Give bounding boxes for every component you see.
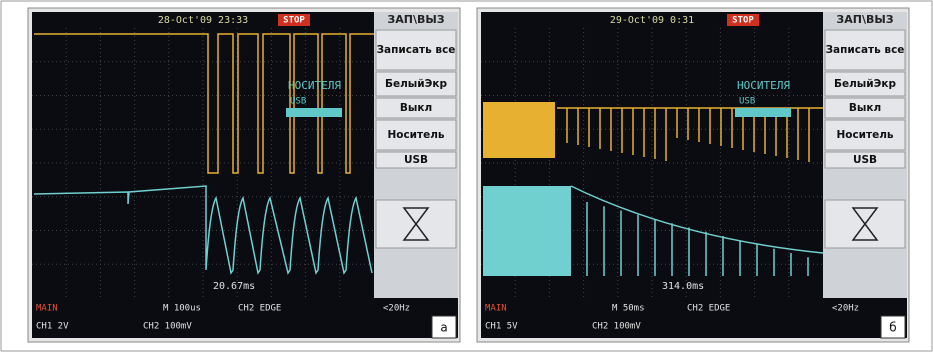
- header-date: 28-Oct'09 23:33: [158, 15, 248, 26]
- menu-title: ЗАП\ВЫЗ: [387, 13, 444, 26]
- overlay-sub: USB: [739, 97, 755, 107]
- footer-trigger: CH2 EDGE: [687, 304, 730, 314]
- header-status: STOP: [283, 16, 305, 26]
- progress-bar: [286, 108, 342, 117]
- panel-tag: б: [889, 321, 896, 335]
- wave-block: [483, 102, 555, 158]
- menu-item-label: БелыйЭкр: [385, 78, 447, 90]
- footer-ch2: CH2 100mV: [143, 322, 192, 332]
- cursor-readout: 20.67ms: [213, 281, 255, 292]
- menu-item-label: USB: [853, 154, 877, 166]
- menu-title: ЗАП\ВЫЗ: [836, 13, 893, 26]
- footer-ch1: CH1 5V: [485, 322, 518, 332]
- wave-block: [483, 186, 571, 276]
- menu-item-label: Носитель: [836, 129, 893, 141]
- scope-panel: 28-Oct'09 23:33 STOP НОСИТЕЛЯ USB 20.67ms ЗАП…: [28, 8, 460, 342]
- footer-timebase: M 50ms: [612, 304, 645, 314]
- panel-tag: а: [440, 321, 447, 335]
- footer-ch2: CH2 100mV: [592, 322, 641, 332]
- cursor-readout: 314.0ms: [662, 281, 704, 292]
- footer-mode: MAIN: [485, 304, 507, 314]
- footer-freq: <20Hz: [383, 304, 410, 314]
- overlay-label: НОСИТЕЛЯ: [288, 79, 341, 92]
- menu-item-label: БелыйЭкр: [834, 78, 896, 90]
- footer-mode: MAIN: [36, 304, 58, 314]
- menu-item-label: Выкл: [849, 102, 881, 114]
- menu-item-label: Записать все: [826, 44, 905, 56]
- scope-panel: 29-Oct'09 0:31 STOP НОСИТЕЛЯ USB 314.0ms ЗАП\…: [477, 8, 909, 342]
- footer-freq: <20Hz: [832, 304, 859, 314]
- footer-trigger: CH2 EDGE: [238, 304, 281, 314]
- menu-item-label: Носитель: [387, 129, 444, 141]
- overlay-sub: USB: [290, 97, 306, 107]
- footer-ch1: CH1 2V: [36, 322, 69, 332]
- menu-item-label: Выкл: [400, 102, 432, 114]
- progress-bar: [735, 108, 791, 117]
- menu-item-label: Записать все: [377, 44, 456, 56]
- menu-item-label: USB: [404, 154, 428, 166]
- header-status: STOP: [732, 16, 754, 26]
- overlay-label: НОСИТЕЛЯ: [737, 79, 790, 92]
- footer-timebase: M 100us: [163, 304, 201, 314]
- page: 28-Oct'09 23:33 STOP НОСИТЕЛЯ USB 20.67ms ЗАП…: [0, 0, 933, 352]
- header-date: 29-Oct'09 0:31: [610, 15, 694, 26]
